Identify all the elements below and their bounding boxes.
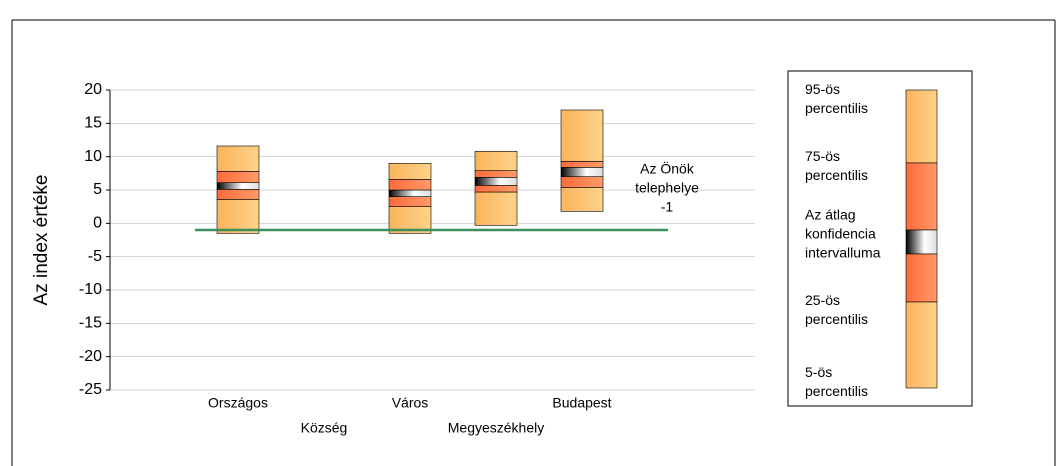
box-segment xyxy=(388,196,432,207)
box-segment xyxy=(216,199,260,234)
box-segment xyxy=(560,176,604,188)
legend-label: Az átlag xyxy=(805,207,856,223)
box-segment xyxy=(474,151,518,171)
box-segment xyxy=(474,191,518,226)
y-tick-label: 5 xyxy=(93,181,102,198)
box-segment xyxy=(474,177,518,186)
x-tick-label: Község xyxy=(301,420,348,436)
reference-label: telephelye xyxy=(635,180,699,196)
box-segment xyxy=(560,161,604,168)
reference-label: Az Önök xyxy=(640,160,695,177)
x-tick-label: Megyeszékhely xyxy=(448,420,545,436)
legend-label: 5-ös xyxy=(805,364,832,380)
y-tick-label: 20 xyxy=(84,81,102,98)
legend-label: konfidencia xyxy=(805,226,876,242)
legend-swatch xyxy=(905,229,938,255)
box-segment xyxy=(388,179,432,191)
y-tick-label: -5 xyxy=(88,248,102,265)
box-segment xyxy=(216,182,260,190)
legend-label: 75-ös xyxy=(805,148,840,164)
y-tick-label: 15 xyxy=(84,115,102,132)
legend-swatch xyxy=(905,89,938,164)
box-segment xyxy=(474,185,518,193)
legend-swatch xyxy=(905,301,938,389)
x-tick-label: Város xyxy=(392,395,429,411)
y-tick-label: -10 xyxy=(79,281,102,298)
reference-value: -1 xyxy=(661,199,674,215)
legend-label: 25-ös xyxy=(805,292,840,308)
x-tick-label: Országos xyxy=(208,395,268,411)
y-axis-title: Az index értéke xyxy=(31,175,52,306)
legend-label: percentilis xyxy=(805,311,868,327)
box-segment xyxy=(216,145,260,172)
x-tick-label: Budapest xyxy=(552,395,611,411)
legend-label: 95-ös xyxy=(805,81,840,97)
box-segment xyxy=(388,189,432,197)
legend-box xyxy=(787,70,973,407)
legend-label: percentilis xyxy=(805,100,868,116)
y-tick-label: -15 xyxy=(79,315,102,332)
legend-label: intervalluma xyxy=(805,245,881,261)
box-segment xyxy=(560,187,604,212)
legend-swatch xyxy=(905,253,938,303)
box-segment xyxy=(388,163,432,180)
y-tick-label: -20 xyxy=(79,348,102,365)
y-tick-label: 10 xyxy=(84,148,102,165)
legend-label: percentilis xyxy=(805,383,868,399)
box-segment xyxy=(216,189,260,200)
y-tick-label: 0 xyxy=(93,215,102,232)
y-tick-label: -25 xyxy=(79,381,102,398)
legend-label: percentilis xyxy=(805,167,868,183)
box-segment xyxy=(560,167,604,177)
box-segment xyxy=(560,109,604,162)
legend-swatch xyxy=(905,162,938,231)
box-segment xyxy=(474,170,518,178)
box-segment xyxy=(216,171,260,183)
